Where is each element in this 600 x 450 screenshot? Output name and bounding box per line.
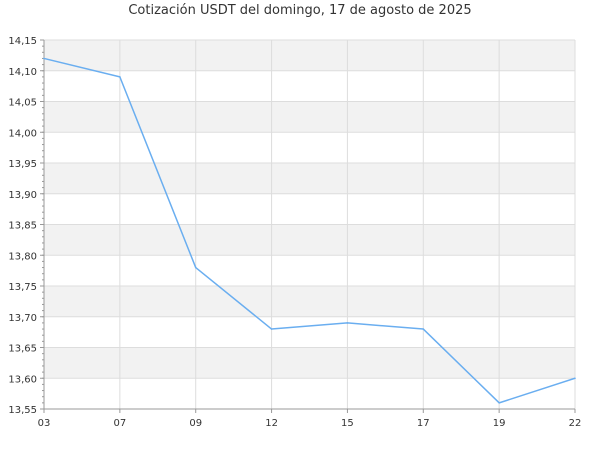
y-tick-label: 13,90 [8,190,37,201]
plot-band [44,286,575,317]
y-tick-label: 14,10 [8,67,37,78]
y-tick-label: 14,15 [8,36,37,47]
plot-band [44,101,575,133]
x-tick-label: 07 [113,418,126,429]
data-point [574,377,576,380]
data-point [119,76,121,78]
x-tick-label: 22 [569,418,582,429]
y-tick-label: 13,65 [8,344,37,355]
x-tick-label: 03 [38,418,51,429]
plot-band [44,40,575,71]
data-point [194,266,197,269]
x-tick-label: 15 [341,418,354,429]
plot-band [44,163,575,194]
data-point [346,322,349,324]
y-tick-labels: 13,55 13,60 13,65 13,70 13,75 13,80 13,85 13,90… [8,36,37,416]
plot-bands [44,40,575,379]
y-tick-label: 13,95 [8,159,37,170]
data-point [270,328,273,330]
series [43,57,576,404]
data-point [422,328,425,330]
y-tick-label: 13,75 [8,282,37,293]
y-tick-label: 13,70 [8,313,37,324]
chart-title: Cotización USDT del domingo, 17 de agost… [128,3,472,18]
data-point [43,57,45,60]
axes [40,39,576,413]
data-point [498,402,500,404]
x-tick-label: 17 [417,418,430,429]
x-tick-label: 09 [189,418,202,429]
plot-band [44,224,575,256]
y-tick-label: 14,00 [8,128,37,139]
x-tick-label: 12 [265,418,278,429]
y-tick-label: 14,05 [8,98,37,109]
y-tick-label: 13,60 [8,374,37,385]
plot-band [44,347,575,379]
y-tick-label: 13,55 [8,405,37,416]
y-tick-label: 13,85 [8,221,37,232]
y-tick-label: 13,80 [8,251,37,262]
grid-lines [43,39,576,410]
x-tick-label: 19 [493,418,506,429]
x-tick-labels: 03 07 09 12 15 17 19 22 [38,418,582,429]
series-line [43,57,576,404]
